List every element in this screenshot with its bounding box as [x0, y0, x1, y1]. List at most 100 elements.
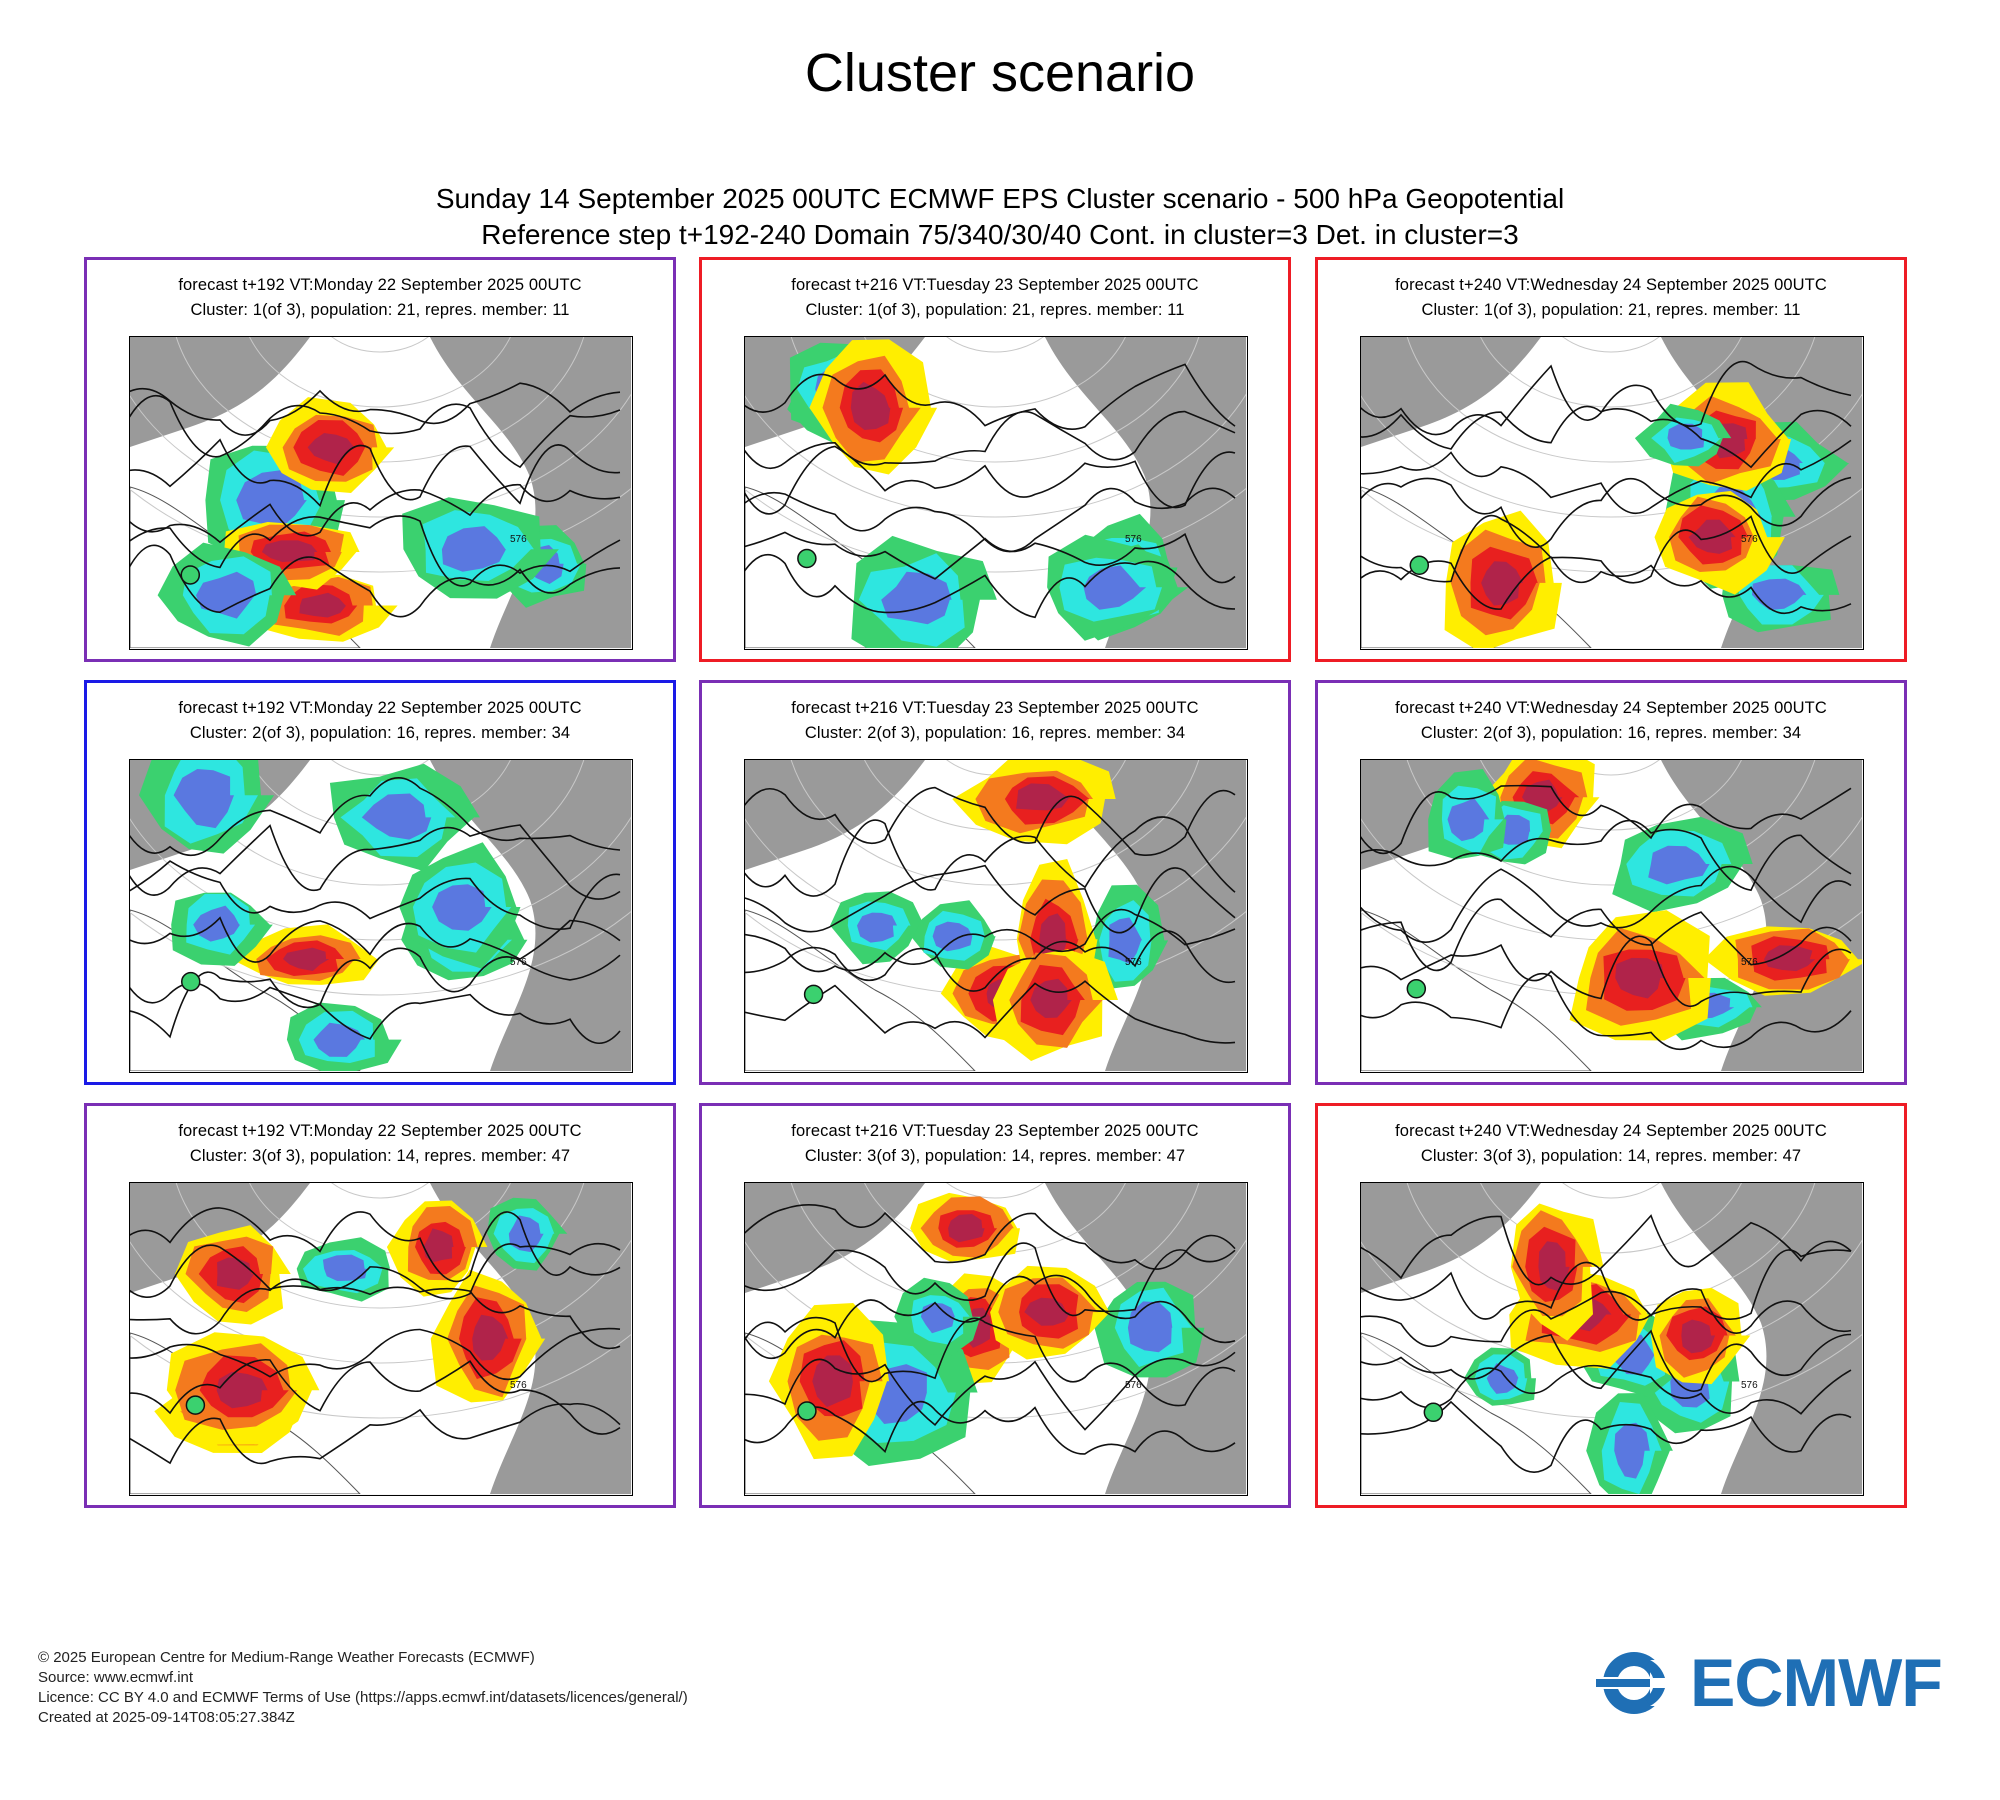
contour-label: 576	[510, 957, 527, 968]
panel-cluster-label: Cluster: 2(of 3), population: 16, repres…	[189, 724, 571, 742]
geopotential-contour	[745, 1400, 1236, 1455]
panel-c3-t192: forecast t+192 VT:Monday 22 September 20…	[84, 1103, 676, 1508]
map-chart: 576	[744, 336, 1248, 650]
panel-forecast-label: forecast t+192 VT:Monday 22 September 20…	[178, 1122, 582, 1140]
geopotential-contour	[130, 824, 621, 900]
latitude-line	[1562, 337, 1660, 353]
land-north-america	[1361, 1183, 1541, 1293]
panel-c2-t216: forecast t+216 VT:Tuesday 23 September 2…	[699, 680, 1291, 1085]
panel-cluster-label: Cluster: 3(of 3), population: 14, repres…	[804, 1147, 1186, 1165]
negative-anomaly-area	[441, 526, 506, 572]
map-chart: 576	[1360, 759, 1864, 1073]
geopotential-contour	[1361, 1288, 1852, 1348]
closed-low-contour	[1406, 979, 1427, 999]
geopotential-contour	[130, 971, 621, 1044]
land-eurasia	[430, 760, 631, 1071]
land-eurasia	[1661, 1183, 1862, 1494]
panel-c2-t192: forecast t+192 VT:Monday 22 September 20…	[84, 680, 676, 1085]
geopotential-map: 576	[745, 337, 1246, 648]
positive-anomaly-area	[1538, 1241, 1570, 1291]
closed-low-contour	[797, 1401, 817, 1421]
map-chart: 576	[1360, 336, 1864, 650]
latitude-line	[1480, 337, 1742, 408]
geopotential-contour	[745, 816, 1236, 897]
geopotential-contour	[745, 1274, 1236, 1360]
geopotential-contour	[130, 394, 621, 469]
negative-anomaly-area	[932, 921, 973, 952]
land-north-america	[130, 337, 310, 447]
negative-anomaly-area	[857, 912, 897, 943]
contour-label: 576	[1741, 957, 1758, 968]
geopotential-contour	[745, 445, 1236, 515]
positive-anomaly-area	[216, 1371, 268, 1409]
geopotential-map: 576	[1361, 760, 1862, 1071]
product-title-line1: Sunday 14 September 2025 00UTC ECMWF EPS…	[435, 183, 1565, 214]
geopotential-contour	[130, 1402, 621, 1465]
latitude-line	[130, 487, 631, 573]
panel-forecast-label: forecast t+192 VT:Monday 22 September 20…	[178, 699, 582, 717]
geopotential-map: 576	[745, 760, 1246, 1071]
negative-anomaly-area	[1486, 1363, 1519, 1394]
positive-anomaly-area	[261, 540, 318, 562]
negative-anomaly-area	[1667, 423, 1705, 450]
latitude-line	[790, 337, 1200, 463]
latitude-line	[331, 1183, 429, 1199]
geopotential-contour	[1361, 514, 1852, 584]
panel-forecast-label: forecast t+240 VT:Wednesday 24 September…	[1395, 699, 1827, 717]
geopotential-map: 576	[130, 1183, 631, 1494]
geopotential-contour	[130, 544, 621, 618]
latitude-line	[331, 760, 429, 776]
geopotential-contour	[130, 860, 621, 930]
latitude-line	[946, 1183, 1044, 1199]
positive-anomaly-area	[1681, 1319, 1716, 1354]
geopotential-contour	[745, 531, 1236, 584]
negative-anomaly-area	[196, 571, 257, 619]
geopotential-contour	[745, 930, 1236, 992]
geopotential-contour	[130, 947, 621, 1006]
geopotential-contour	[130, 438, 621, 508]
latitude-line	[130, 393, 631, 518]
geopotential-contour	[745, 363, 1236, 430]
latitude-line	[790, 760, 1200, 886]
negative-anomaly-area	[1614, 1422, 1650, 1479]
panel-forecast-label: forecast t+240 VT:Wednesday 24 September…	[1395, 1122, 1827, 1140]
negative-anomaly-area	[432, 884, 492, 931]
geopotential-contour	[1361, 439, 1852, 515]
land-eurasia	[430, 1183, 631, 1494]
positive-anomaly-area	[948, 1214, 985, 1243]
latitude-line	[1480, 1183, 1742, 1254]
panel-cluster-label: Cluster: 1(of 3), population: 21, repres…	[1421, 301, 1801, 319]
positive-anomaly-area	[1615, 957, 1664, 999]
positive-anomaly-area	[299, 592, 347, 618]
geopotential-contour	[130, 916, 621, 963]
negative-anomaly-area	[920, 1302, 955, 1334]
negative-anomaly-area	[1083, 565, 1147, 610]
land-eurasia	[1045, 1183, 1246, 1494]
geopotential-contour	[130, 1278, 621, 1350]
ecmwf-logo-text: ECMWF	[1690, 1645, 1943, 1721]
latitude-line	[745, 816, 1246, 941]
geopotential-contour	[745, 786, 1236, 856]
land-eurasia	[1661, 760, 1862, 1071]
geopotential-contour	[745, 1316, 1236, 1383]
geopotential-contour	[1361, 1400, 1852, 1473]
negative-anomaly-area	[881, 571, 952, 625]
closed-low-contour	[180, 971, 201, 992]
positive-anomaly-area	[1030, 978, 1072, 1018]
closed-low-contour	[797, 548, 817, 569]
closed-low-contour	[1423, 1402, 1444, 1423]
geopotential-contour	[745, 1358, 1236, 1431]
geopotential-contour	[1361, 819, 1852, 892]
geopotential-contour	[1361, 935, 1852, 1007]
latitude-line	[130, 1333, 631, 1419]
latitude-line	[130, 910, 631, 996]
negative-anomaly-area	[236, 470, 307, 528]
panel-forecast-label: forecast t+216 VT:Tuesday 23 September 2…	[791, 276, 1199, 294]
panel-forecast-label: forecast t+216 VT:Tuesday 23 September 2…	[791, 1122, 1199, 1140]
panel-forecast-label: forecast t+192 VT:Monday 22 September 20…	[178, 276, 582, 294]
latitude-line	[175, 1183, 585, 1309]
panel-cluster-label: Cluster: 3(of 3), population: 14, repres…	[1420, 1147, 1802, 1165]
panel-cluster-label: Cluster: 3(of 3), population: 14, repres…	[189, 1147, 571, 1165]
geopotential-contour	[745, 1242, 1236, 1317]
